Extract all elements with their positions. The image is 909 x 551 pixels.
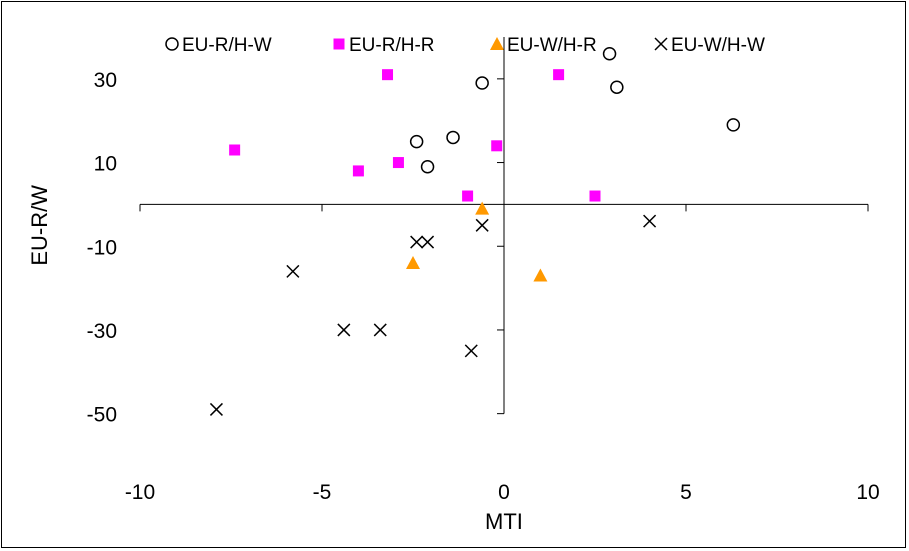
- x-tick-label: 0: [498, 481, 510, 504]
- data-point: [373, 323, 387, 337]
- legend-label: EU-R/H-W: [182, 35, 272, 56]
- data-point: [553, 69, 565, 81]
- legend-label: EU-W/H-R: [507, 35, 597, 56]
- data-point: [589, 190, 601, 202]
- data-point: [337, 323, 351, 337]
- data-point: [726, 118, 741, 132]
- legend-entry: EU-W/H-R: [490, 35, 597, 56]
- data-point: [406, 255, 420, 269]
- legend-entry: EU-R/H-W: [165, 35, 272, 56]
- x-tick-label: 10: [856, 481, 879, 504]
- data-point: [475, 218, 489, 232]
- data-point: [410, 235, 424, 249]
- legend: EU-R/H-W EU-R/H-R EU-W/H-R EU-W/H-W: [165, 35, 765, 56]
- data-point: [491, 140, 503, 152]
- data-point: [382, 69, 394, 81]
- legend-entry: EU-R/H-R: [333, 35, 435, 56]
- data-point: [643, 214, 657, 228]
- y-tick-label: -30: [87, 320, 117, 343]
- y-tick-label: -50: [87, 404, 117, 427]
- data-point: [229, 144, 241, 156]
- data-point: [409, 134, 424, 149]
- series-EU-W/H-W: [209, 214, 657, 416]
- y-tick-label: 30: [94, 69, 117, 92]
- data-point: [421, 235, 435, 249]
- y-axis-title: EU-R/W: [27, 185, 52, 266]
- x-tick-label: -10: [125, 481, 155, 504]
- data-point: [446, 130, 460, 145]
- data-point: [209, 402, 223, 416]
- legend-marker: [654, 37, 668, 51]
- data-point: [464, 344, 478, 358]
- series-EU-R/H-W: [409, 46, 741, 174]
- legend-label: EU-W/H-W: [671, 35, 765, 56]
- legend-marker: [333, 38, 345, 50]
- x-tick-label: 5: [680, 481, 692, 504]
- y-tick-label: -10: [87, 236, 117, 259]
- legend-entry: EU-W/H-W: [654, 35, 765, 56]
- x-tick-label: -5: [313, 481, 332, 504]
- series-EU-R/H-R: [229, 69, 601, 202]
- data-marks: [209, 46, 741, 416]
- data-point: [602, 46, 617, 61]
- data-point: [462, 190, 474, 202]
- data-point: [475, 76, 489, 90]
- legend-marker: [165, 37, 179, 51]
- data-point: [420, 159, 435, 174]
- data-point: [286, 264, 300, 278]
- data-point: [392, 157, 404, 169]
- legend-label: EU-R/H-R: [349, 35, 435, 56]
- y-tick-label: 10: [94, 153, 117, 176]
- data-point: [475, 201, 490, 215]
- data-point: [610, 80, 624, 94]
- legend-marker: [490, 37, 504, 50]
- x-axis-title: MTI: [485, 509, 523, 534]
- series-EU-W/H-R: [406, 201, 548, 282]
- data-point: [533, 268, 548, 282]
- data-point: [352, 165, 364, 177]
